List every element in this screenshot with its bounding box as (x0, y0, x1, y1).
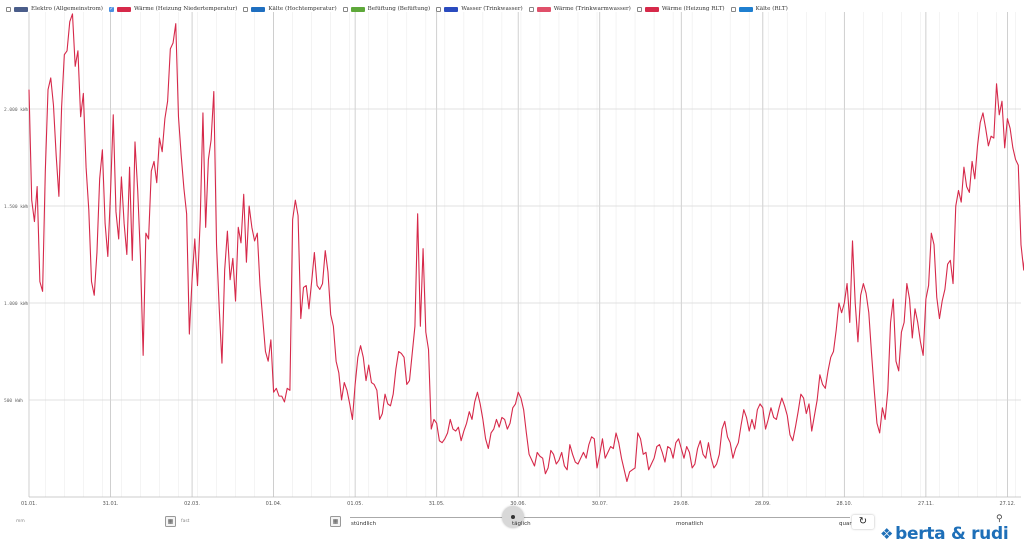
legend-swatch (536, 6, 551, 12)
x-tick-label: 27.12. (999, 501, 1015, 505)
y-tick-label: 500 kWh (4, 398, 23, 404)
x-axis-labels: 01.01. 31.01. 02.03. 01.04. 01.05. 31.05. 30.0… (21, 501, 1016, 505)
legend-item[interactable]: Elektro (Allgemeinstrom) (6, 6, 103, 12)
legend-label: Kälte (RLT) (755, 6, 788, 12)
y-tick-label: 1.000 kWh (4, 301, 29, 307)
legend-item[interactable]: Kälte (RLT) (730, 6, 788, 12)
legend-label: Elektro (Allgemeinstrom) (31, 6, 103, 12)
pin-icon[interactable]: ⚲ (996, 514, 1003, 524)
brand-mark-icon: ❖ (880, 525, 894, 543)
energy-chart: 500 kWh 1.000 kWh 1.500 kWh 2.000 kWh 01.01… (4, 12, 1024, 505)
legend-checkbox[interactable] (636, 6, 642, 12)
legend-item[interactable]: Wasser (Trinkwasser) (436, 6, 523, 12)
resolution-label-monthly[interactable]: monatlich (676, 521, 704, 527)
legend-label: Befüftung (Befüftung) (367, 6, 431, 12)
legend-checkbox[interactable] (243, 6, 249, 12)
calendar-icon[interactable]: ▦ (165, 516, 176, 527)
legend-label: Wärme (Trinkwarmwasser) (553, 6, 631, 12)
resolution-slider-track[interactable] (350, 517, 850, 518)
legend-checkbox[interactable] (342, 6, 348, 12)
resolution-label-hourly[interactable]: stündlich (351, 521, 377, 527)
legend-swatch (251, 6, 266, 12)
legend-label: Wärme (Heizung RLT) (661, 6, 725, 12)
x-tick-label: 28.09. (755, 501, 771, 505)
left-label-2: fast (181, 519, 190, 524)
x-tick-label: 01.04. (266, 501, 282, 505)
x-tick-label: 31.05. (429, 501, 445, 505)
legend-swatch (14, 6, 28, 12)
legend-checkbox[interactable] (436, 6, 442, 12)
legend-checkbox[interactable] (730, 6, 736, 12)
chart-legend: Elektro (Allgemeinstrom) ✓ Wärme (Heizung … (6, 3, 794, 15)
legend-swatch (350, 6, 365, 12)
x-tick-label: 30.06. (510, 501, 526, 505)
resolution-slider-handle[interactable] (502, 506, 524, 528)
calendar-end-icon[interactable]: ▦ (330, 516, 341, 527)
x-tick-label: 29.08. (673, 501, 689, 505)
legend-swatch (444, 6, 459, 12)
brand-name: berta & rudi (895, 524, 1009, 544)
legend-label: Wasser (Trinkwasser) (461, 6, 523, 12)
x-tick-label: 02.03. (184, 501, 200, 505)
reset-button[interactable]: ↻ (852, 515, 874, 529)
legend-swatch (644, 6, 659, 12)
x-tick-label: 01.05. (347, 501, 363, 505)
legend-item[interactable]: Wärme (Heizung RLT) (636, 6, 725, 12)
legend-swatch (738, 6, 753, 12)
legend-item[interactable]: Wärme (Trinkwarmwasser) (528, 6, 631, 12)
left-label-1: mm (16, 519, 25, 524)
series-layer (28, 13, 1024, 483)
x-tick-label: 30.07. (592, 501, 608, 505)
x-tick-label: 31.01. (103, 501, 119, 505)
x-tick-label: 01.01. (21, 501, 37, 505)
legend-checkbox[interactable] (528, 6, 534, 12)
legend-label: Wärme (Heizung Niedertemperatur) (133, 6, 238, 12)
y-tick-label: 2.000 kWh (4, 107, 29, 113)
legend-checkbox[interactable]: ✓ (108, 5, 114, 12)
x-tick-label: 28.10. (836, 501, 852, 505)
y-tick-label: 1.500 kWh (4, 204, 29, 210)
resolution-label-daily[interactable]: täglich (512, 521, 531, 527)
resolution-label-quarterly[interactable]: quar (839, 521, 852, 527)
brand-logo: ❖ berta & rudi (880, 524, 1009, 544)
legend-swatch (116, 6, 131, 12)
reset-icon: ↻ (858, 516, 868, 527)
series-line (28, 13, 1024, 483)
y-axis-labels: 500 kWh 1.000 kWh 1.500 kWh 2.000 kWh (4, 107, 29, 404)
x-tick-label: 27.11. (918, 501, 934, 505)
legend-item[interactable]: Kälte (Hochtemperatur) (243, 6, 337, 12)
legend-label: Kälte (Hochtemperatur) (268, 6, 337, 12)
legend-item[interactable]: Befüftung (Befüftung) (342, 6, 431, 12)
legend-item[interactable]: ✓ Wärme (Heizung Niedertemperatur) (108, 5, 238, 12)
legend-checkbox[interactable] (6, 6, 11, 12)
